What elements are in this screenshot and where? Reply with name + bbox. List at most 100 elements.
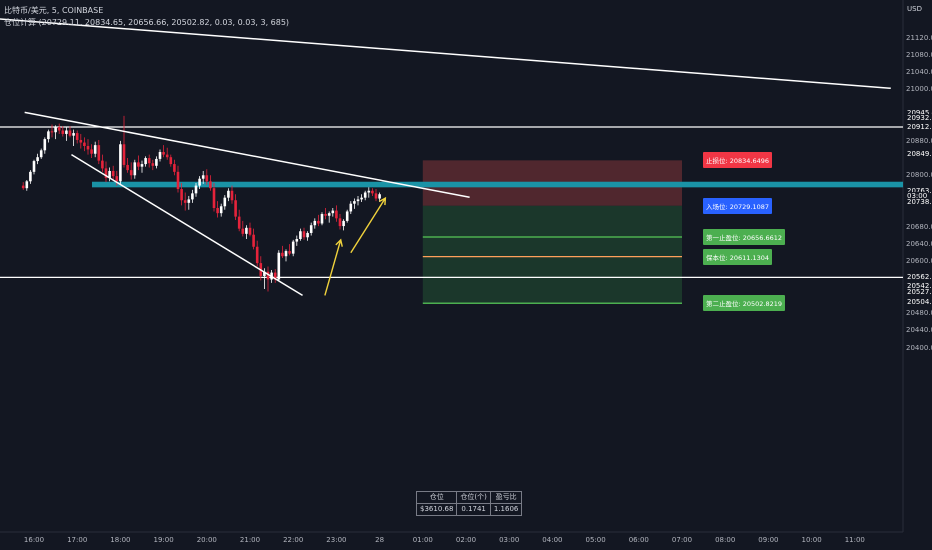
- candle-body: [144, 158, 147, 165]
- table-row: $3610.68 0.1741 1.1606: [415, 503, 523, 516]
- price-level-label: 20849.99: [906, 149, 932, 158]
- table-header-ratio: 盈亏比: [489, 491, 523, 504]
- candle-body: [237, 216, 241, 229]
- candle-body: [320, 214, 324, 224]
- candle-body: [72, 133, 75, 136]
- candle-body: [180, 189, 183, 201]
- time-tick-label: 20:00: [196, 536, 217, 544]
- table-header-row: 仓位 仓位(个) 盈亏比: [415, 491, 523, 504]
- candle-body: [223, 197, 227, 207]
- table-cell-ratio: 1.1606: [489, 503, 523, 516]
- candle-body: [97, 145, 101, 161]
- candle-body: [86, 146, 90, 150]
- currency-unit: USD: [907, 5, 922, 13]
- stop-loss-tag: 止损位: 20834.6496: [703, 152, 773, 169]
- candle-body: [252, 234, 255, 247]
- candle-body: [263, 271, 266, 277]
- table-header-position: 仓位: [415, 491, 458, 504]
- candle-body: [299, 231, 302, 239]
- candle-body: [309, 225, 313, 233]
- candle-body: [345, 211, 349, 221]
- candle-body: [335, 210, 338, 219]
- time-tick-label: 01:00: [412, 536, 433, 544]
- candle-body: [295, 239, 299, 242]
- time-tick-label: 16:00: [23, 536, 45, 544]
- time-tick-label: 19:00: [153, 536, 174, 544]
- candle-body: [79, 139, 83, 143]
- candle-body: [165, 154, 169, 158]
- candle-body: [108, 170, 111, 178]
- candle-body: [378, 194, 381, 199]
- time-tick-label: 23:00: [326, 536, 347, 544]
- candle-body: [75, 133, 79, 140]
- candle-body: [65, 130, 68, 134]
- candle-body: [245, 227, 248, 234]
- candle-body: [371, 190, 374, 194]
- price-level-label: 20763.64: [906, 186, 932, 195]
- candle-body: [29, 171, 32, 182]
- price-level-label: 20504.95: [906, 298, 932, 307]
- candle-body: [25, 181, 29, 189]
- candle-body: [284, 251, 288, 257]
- candle-body: [47, 131, 50, 140]
- candle-body: [43, 139, 47, 151]
- candle-body: [104, 168, 108, 178]
- candle-body: [327, 213, 331, 216]
- candle-body: [331, 210, 335, 214]
- price-tick-label: 20680.00: [906, 222, 932, 231]
- candle-body: [209, 181, 212, 189]
- candle-body: [230, 190, 234, 201]
- first-target-tag: 第一止盈位: 20656.6612: [703, 228, 786, 245]
- arrow-head-1: [335, 238, 343, 247]
- candle-body: [374, 193, 378, 199]
- price-tick-label: 20440.00: [906, 326, 932, 335]
- table-cell-quantity: 0.1741: [456, 503, 491, 516]
- time-tick-label: 04:00: [542, 536, 563, 544]
- take-profit-zone: [422, 205, 682, 304]
- candle-body: [68, 130, 72, 136]
- price-tick-label: 21080.00: [906, 50, 932, 59]
- candle-body: [198, 178, 201, 186]
- candle-body: [324, 214, 327, 216]
- candle-body: [201, 175, 205, 179]
- indicator-legend: 仓位计算 (20729.11, 20834.65, 20656.66, 2050…: [4, 18, 290, 27]
- price-tick-label: 21000.00: [906, 85, 932, 94]
- candle-body: [122, 144, 126, 165]
- price-level-label: 20527.81: [906, 288, 932, 297]
- time-tick-label: 09:00: [758, 536, 779, 544]
- candle-body: [241, 228, 245, 234]
- candle-body: [57, 127, 61, 131]
- candle-body: [281, 252, 284, 257]
- candle-body: [277, 252, 281, 280]
- entry-tag: 入场位: 20729.1087: [703, 197, 773, 214]
- price-tick-label: 21120.00: [906, 33, 932, 42]
- candle-body: [291, 241, 295, 254]
- symbol-title: 比特币/美元, 5, COINBASE: [4, 6, 104, 15]
- candle-body: [255, 246, 259, 264]
- price-tick-label: 20800.00: [906, 171, 932, 180]
- candle-body: [36, 157, 39, 162]
- candle-body: [137, 162, 140, 167]
- candle-body: [302, 231, 306, 238]
- candle-body: [39, 150, 43, 158]
- candle-body: [367, 190, 371, 193]
- candle-body: [349, 203, 353, 212]
- candle-body: [101, 160, 104, 169]
- candle-body: [115, 176, 119, 182]
- price-tick-label: 20640.00: [906, 240, 932, 249]
- candle-body: [21, 185, 25, 189]
- candle-body: [155, 158, 158, 166]
- candle-body: [32, 161, 36, 172]
- time-tick-label: 21:00: [239, 536, 261, 544]
- price-tick-label: 20480.00: [906, 309, 932, 318]
- candle-body: [363, 192, 367, 198]
- candle-body: [356, 199, 360, 202]
- time-tick-label: 07:00: [671, 536, 693, 544]
- candle-body: [83, 142, 86, 146]
- time-tick-label: 06:00: [628, 536, 649, 544]
- candle-body: [306, 232, 309, 238]
- price-level-label: 20932.07: [906, 114, 932, 123]
- candle-body: [205, 175, 209, 182]
